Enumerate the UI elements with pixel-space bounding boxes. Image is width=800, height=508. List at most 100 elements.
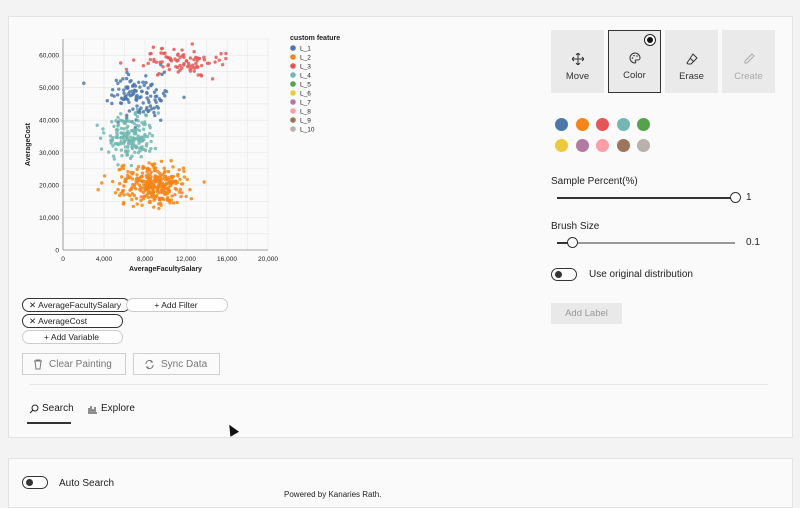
legend-swatch [290, 99, 296, 105]
search-icon [29, 404, 39, 413]
data-point [126, 170, 130, 174]
legend-label: L_7 [300, 100, 311, 107]
color-swatch[interactable] [596, 139, 609, 152]
data-point [140, 171, 145, 175]
data-point [143, 134, 147, 139]
tool-create[interactable]: Create [722, 30, 775, 93]
clear-painting-button[interactable]: Clear Painting [22, 353, 126, 375]
x-tick-label: 20,000 [258, 256, 278, 263]
data-point [141, 64, 146, 68]
tool-label: Erase [679, 71, 704, 82]
data-point [130, 84, 135, 88]
selected-indicator [644, 34, 656, 46]
tool-move[interactable]: Move [551, 30, 604, 93]
sample-percent-label: Sample Percent(%) [551, 176, 638, 187]
data-point [141, 127, 146, 131]
data-point [159, 159, 164, 164]
data-point [154, 174, 158, 179]
data-point [177, 190, 182, 194]
data-point [100, 181, 104, 185]
data-point [121, 166, 126, 171]
data-point [185, 177, 189, 182]
color-swatch[interactable] [575, 139, 589, 152]
data-point [177, 168, 181, 172]
data-point [171, 174, 176, 179]
color-swatch[interactable] [575, 118, 589, 131]
data-point [102, 174, 107, 178]
remove-icon[interactable]: ✕ [29, 316, 37, 326]
clear-painting-label: Clear Painting [49, 358, 112, 370]
active-tab-indicator [27, 422, 71, 424]
brush-slider-filled[interactable] [557, 242, 573, 244]
sync-data-button[interactable]: Sync Data [133, 353, 220, 375]
color-swatch[interactable] [637, 139, 650, 152]
remove-icon[interactable]: ✕ [29, 300, 37, 310]
data-point [148, 126, 152, 130]
add-label-button[interactable]: Add Label [551, 303, 622, 324]
data-point [189, 196, 194, 201]
data-point [125, 173, 130, 178]
data-point [149, 195, 154, 199]
data-point [135, 114, 140, 119]
data-point [110, 93, 114, 97]
data-point [117, 181, 122, 186]
auto-search-toggle[interactable] [22, 476, 48, 489]
data-point [130, 154, 134, 158]
data-point [188, 56, 193, 60]
tab-label: Explore [101, 403, 135, 414]
sample-slider-track[interactable] [557, 197, 735, 199]
sample-slider-thumb[interactable] [730, 192, 741, 203]
data-point [115, 135, 120, 140]
data-point [217, 58, 222, 62]
data-point [144, 113, 149, 118]
color-swatch[interactable] [555, 118, 568, 131]
tool-color[interactable]: Color [608, 30, 661, 93]
divider [30, 384, 768, 385]
data-point [139, 198, 143, 203]
data-point [145, 90, 149, 95]
data-point [108, 134, 113, 138]
data-point [145, 105, 149, 110]
data-point [119, 101, 124, 105]
add-variable-button[interactable]: + Add Variable [22, 330, 123, 344]
data-point [131, 204, 136, 209]
tab-explore[interactable]: Explore [87, 403, 135, 414]
tab-search[interactable]: Search [29, 403, 74, 414]
data-point [113, 141, 117, 146]
data-point [176, 172, 180, 177]
filter-chip-average-cost[interactable]: ✕ AverageCost [22, 314, 123, 328]
scatter-chart[interactable]: 0 4,000 8,000 12,000 16,000 20,000 0 10,000 20,0… [18, 28, 358, 278]
legend-swatch [290, 63, 296, 69]
original-distribution-toggle[interactable] [551, 268, 577, 281]
data-point [175, 180, 180, 185]
legend-label: L_8 [300, 109, 311, 116]
add-filter-button[interactable]: + Add Filter [126, 298, 228, 312]
color-swatch[interactable] [555, 139, 568, 152]
data-point [115, 130, 119, 135]
tool-label: Create [734, 71, 763, 82]
data-point [139, 155, 143, 159]
data-point [146, 168, 151, 172]
tool-erase[interactable]: Erase [665, 30, 718, 93]
brush-slider-track[interactable] [573, 242, 735, 244]
y-axis-title: AverageCost [25, 122, 32, 166]
color-swatch[interactable] [637, 118, 650, 131]
filter-chip-faculty-salary[interactable]: ✕ AverageFacultySalary [22, 298, 131, 312]
legend-label: L_2 [300, 55, 311, 62]
data-point [124, 67, 129, 72]
data-point [199, 63, 204, 68]
data-point [153, 146, 158, 151]
data-point [125, 126, 129, 130]
data-point [127, 119, 131, 123]
data-point [159, 189, 163, 193]
color-swatch[interactable] [596, 118, 609, 131]
data-point [114, 128, 119, 132]
data-point [178, 187, 183, 192]
color-swatch[interactable] [616, 139, 630, 152]
data-point [140, 180, 144, 184]
data-point [135, 104, 139, 108]
color-swatch[interactable] [616, 118, 630, 131]
data-point [138, 187, 142, 192]
brush-slider-thumb[interactable] [567, 237, 578, 248]
data-point [110, 179, 115, 184]
